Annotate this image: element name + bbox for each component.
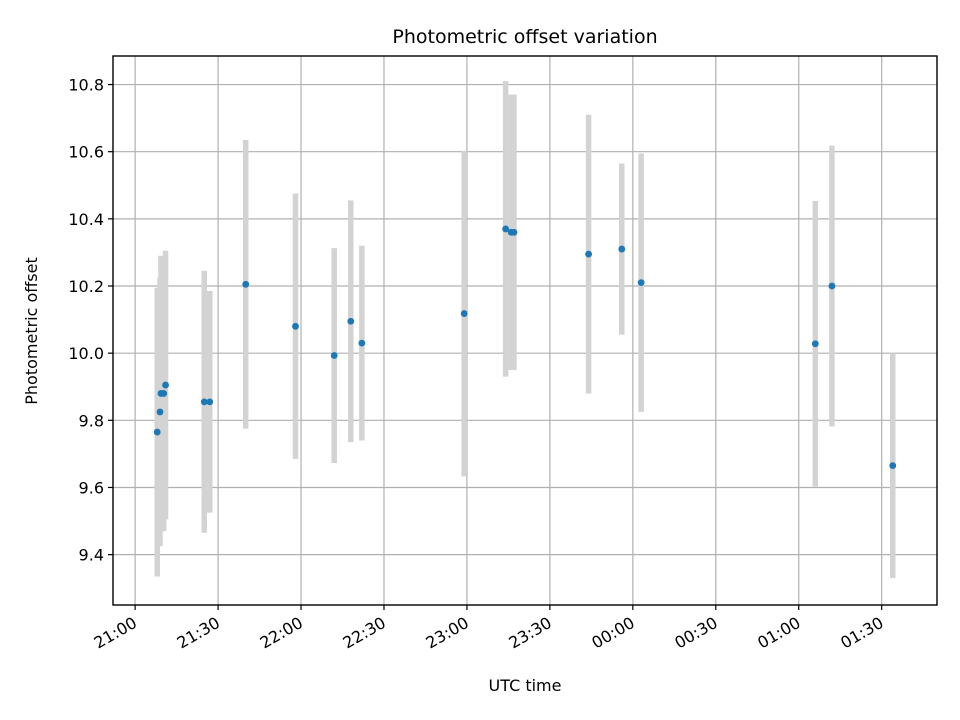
y-tick-label-9-6: 9.6: [79, 478, 104, 497]
x-tick-label-2230: 22:30: [340, 613, 389, 653]
y-tick-label-10-4: 10.4: [68, 210, 104, 229]
data-point-4: [162, 381, 169, 389]
x-tick-label-2200: 22:00: [257, 613, 306, 653]
x-tick-label-0100: 01:00: [754, 613, 803, 653]
data-point-18: [637, 279, 645, 287]
y-tick-label-10-8: 10.8: [68, 76, 104, 95]
x-tick-label-0030: 00:30: [671, 613, 720, 653]
x-tick-label-0000: 00:00: [588, 613, 637, 653]
y-axis-label: Photometric offset: [22, 257, 41, 405]
data-point-8: [292, 322, 299, 330]
grid: [113, 56, 937, 605]
data-point-12: [460, 310, 468, 317]
x-tick-label-0130: 01:30: [837, 613, 886, 653]
data-point-21: [889, 462, 897, 470]
data-points: [153, 225, 897, 470]
data-point-20: [828, 282, 836, 290]
x-tick-label-2300: 23:00: [423, 613, 472, 653]
plot-frame: [112, 55, 938, 606]
y-tick-label-9-4: 9.4: [79, 546, 104, 565]
data-point-19: [811, 340, 819, 348]
x-tick-label-2130: 21:30: [174, 613, 223, 653]
data-point-9: [330, 352, 338, 359]
data-point-0: [153, 428, 161, 436]
x-tick-label-2330: 23:30: [505, 613, 554, 653]
data-point-17: [618, 245, 626, 253]
data-point-15: [510, 228, 518, 236]
chart-title: Photometric offset variation: [392, 26, 657, 48]
data-point-16: [585, 250, 592, 258]
data-point-10: [347, 317, 355, 325]
data-point-1: [156, 408, 164, 416]
plot-background: [113, 56, 937, 605]
data-point-6: [206, 398, 214, 406]
x-axis-label: UTC time: [489, 676, 562, 695]
data-point-7: [242, 280, 250, 288]
data-point-5: [200, 398, 208, 406]
y-tick-label-9-8: 9.8: [79, 411, 104, 430]
y-tick-label-10-0: 10.0: [68, 344, 104, 363]
x-axis-ticks: 21:00 21:30 22:00 22:30 23:00 23:30 00:00 00:30…: [91, 605, 887, 653]
x-tick-label-2100: 21:00: [91, 613, 140, 653]
y-tick-label-10-2: 10.2: [68, 277, 104, 296]
data-point-3: [160, 390, 168, 397]
y-axis-ticks: 9.4 9.6 9.8 10.0 10.2 10.4 10.6 10.8: [68, 76, 113, 565]
data-point-13: [502, 225, 510, 233]
data-point-11: [358, 339, 366, 347]
y-tick-label-10-6: 10.6: [68, 143, 104, 162]
